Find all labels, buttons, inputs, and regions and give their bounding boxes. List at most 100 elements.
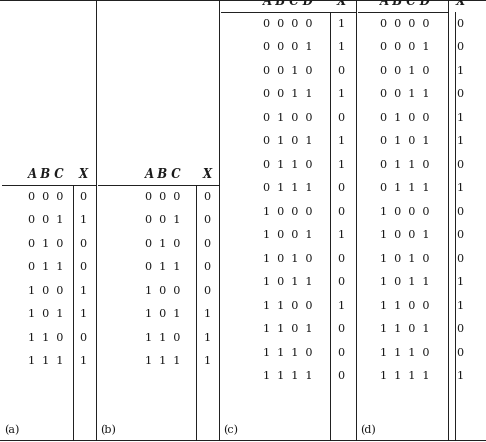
Text: A B C D: A B C D — [380, 0, 431, 8]
Text: 0  1  1  1: 0 1 1 1 — [263, 183, 313, 193]
Text: 1: 1 — [79, 356, 87, 366]
Text: X: X — [336, 0, 346, 8]
Text: 1: 1 — [456, 136, 464, 146]
Text: 1: 1 — [337, 89, 345, 99]
Text: 0: 0 — [79, 192, 87, 202]
Text: 1  1  0  1: 1 1 0 1 — [263, 324, 313, 334]
Text: 1  1  1  0: 1 1 1 0 — [380, 348, 430, 358]
Text: 0: 0 — [337, 113, 345, 123]
Text: 0  0  1: 0 0 1 — [28, 215, 64, 225]
Text: 0  0  1  1: 0 0 1 1 — [380, 89, 430, 99]
Text: X: X — [455, 0, 465, 8]
Text: 1  1  0  0: 1 1 0 0 — [263, 301, 313, 311]
Text: 1  0  1  0: 1 0 1 0 — [380, 254, 430, 264]
Text: 1  1  1: 1 1 1 — [28, 356, 64, 366]
Text: 0  1  0  0: 0 1 0 0 — [263, 113, 313, 123]
Text: 0  0  1  1: 0 0 1 1 — [263, 89, 313, 99]
Text: 0  1  0  1: 0 1 0 1 — [380, 136, 430, 146]
Text: 1: 1 — [204, 309, 210, 319]
Text: 1  1  0: 1 1 0 — [145, 333, 181, 343]
Text: 0  1  1: 0 1 1 — [28, 262, 64, 272]
Text: 0: 0 — [337, 277, 345, 287]
Text: 0  1  1: 0 1 1 — [145, 262, 181, 272]
Text: 0  0  1: 0 0 1 — [145, 215, 181, 225]
Text: A B C D: A B C D — [262, 0, 313, 8]
Text: X: X — [78, 168, 87, 181]
Text: 1: 1 — [337, 42, 345, 52]
Text: 1  0  0: 1 0 0 — [28, 286, 64, 296]
Text: 1: 1 — [337, 19, 345, 29]
Text: (d): (d) — [360, 425, 376, 435]
Text: 0: 0 — [337, 207, 345, 217]
Text: 0  1  0: 0 1 0 — [28, 239, 64, 249]
Text: 0: 0 — [204, 215, 210, 225]
Text: 1: 1 — [456, 301, 464, 311]
Text: 1  0  1: 1 0 1 — [28, 309, 64, 319]
Text: 1: 1 — [337, 160, 345, 170]
Text: 0: 0 — [456, 19, 464, 29]
Text: A B C: A B C — [145, 168, 181, 181]
Text: 0: 0 — [456, 254, 464, 264]
Text: 1  1  1  0: 1 1 1 0 — [263, 348, 313, 358]
Text: 0: 0 — [337, 371, 345, 381]
Text: 0: 0 — [79, 239, 87, 249]
Text: 0  0  1  0: 0 0 1 0 — [380, 66, 430, 76]
Text: (a): (a) — [4, 425, 19, 435]
Text: 1  0  1: 1 0 1 — [145, 309, 181, 319]
Text: 1: 1 — [337, 136, 345, 146]
Text: 0: 0 — [337, 66, 345, 76]
Text: 0: 0 — [456, 207, 464, 217]
Text: 1: 1 — [456, 371, 464, 381]
Text: 0  1  0  1: 0 1 0 1 — [263, 136, 313, 146]
Text: 0  0  0  0: 0 0 0 0 — [263, 19, 313, 29]
Text: 0: 0 — [204, 286, 210, 296]
Text: 0: 0 — [456, 348, 464, 358]
Text: 1: 1 — [337, 230, 345, 240]
Text: 0  1  1  0: 0 1 1 0 — [380, 160, 430, 170]
Text: 0  1  1  0: 0 1 1 0 — [263, 160, 313, 170]
Text: 1  0  0  0: 1 0 0 0 — [263, 207, 313, 217]
Text: 0: 0 — [337, 183, 345, 193]
Text: 1  0  1  1: 1 0 1 1 — [263, 277, 313, 287]
Text: 1  1  1: 1 1 1 — [145, 356, 181, 366]
Text: 0  0  1  0: 0 0 1 0 — [263, 66, 313, 76]
Text: 0: 0 — [337, 324, 345, 334]
Text: 1: 1 — [456, 113, 464, 123]
Text: 0: 0 — [204, 192, 210, 202]
Text: 0: 0 — [79, 333, 87, 343]
Text: 0: 0 — [456, 160, 464, 170]
Text: 0  0  0: 0 0 0 — [28, 192, 64, 202]
Text: 0  1  1  1: 0 1 1 1 — [380, 183, 430, 193]
Text: 1  1  1  1: 1 1 1 1 — [380, 371, 430, 381]
Text: 1  0  1  0: 1 0 1 0 — [263, 254, 313, 264]
Text: 1: 1 — [79, 286, 87, 296]
Text: 1  1  1  1: 1 1 1 1 — [263, 371, 313, 381]
Text: 1  0  0  1: 1 0 0 1 — [263, 230, 313, 240]
Text: 1  1  0: 1 1 0 — [28, 333, 64, 343]
Text: 1  1  0  1: 1 1 0 1 — [380, 324, 430, 334]
Text: 1: 1 — [456, 277, 464, 287]
Text: 1: 1 — [456, 66, 464, 76]
Text: 0: 0 — [456, 89, 464, 99]
Text: 0: 0 — [204, 262, 210, 272]
Text: 1: 1 — [79, 309, 87, 319]
Text: 0  1  0: 0 1 0 — [145, 239, 181, 249]
Text: 1: 1 — [79, 215, 87, 225]
Text: 0: 0 — [204, 239, 210, 249]
Text: X: X — [203, 168, 211, 181]
Text: 0  0  0: 0 0 0 — [145, 192, 181, 202]
Text: A B C: A B C — [28, 168, 64, 181]
Text: (b): (b) — [100, 425, 116, 435]
Text: 1  0  0  1: 1 0 0 1 — [380, 230, 430, 240]
Text: (c): (c) — [223, 425, 238, 435]
Text: 0: 0 — [456, 42, 464, 52]
Text: 1  1  0  0: 1 1 0 0 — [380, 301, 430, 311]
Text: 1: 1 — [456, 183, 464, 193]
Text: 1  0  0: 1 0 0 — [145, 286, 181, 296]
Text: 0  1  0  0: 0 1 0 0 — [380, 113, 430, 123]
Text: 0: 0 — [79, 262, 87, 272]
Text: 0  0  0  0: 0 0 0 0 — [380, 19, 430, 29]
Text: 1: 1 — [204, 356, 210, 366]
Text: 1  0  1  1: 1 0 1 1 — [380, 277, 430, 287]
Text: 0  0  0  1: 0 0 0 1 — [263, 42, 313, 52]
